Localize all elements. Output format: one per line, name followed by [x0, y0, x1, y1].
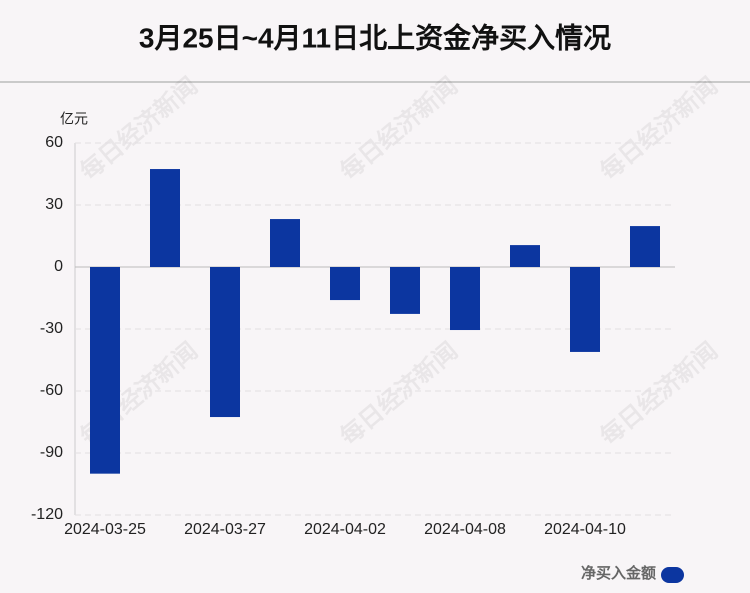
bar — [510, 245, 540, 267]
y-tick-label: -60 — [40, 382, 63, 399]
bar — [90, 267, 120, 474]
y-tick-label: 60 — [45, 134, 63, 151]
bar — [330, 267, 360, 301]
x-tick-label: 2024-03-27 — [184, 521, 266, 538]
x-tick-label: 2024-04-10 — [544, 521, 626, 538]
y-tick-label: -30 — [40, 320, 63, 337]
bar — [150, 169, 180, 267]
y-unit: 亿元 — [60, 111, 88, 127]
x-tick-label: 2024-03-25 — [64, 521, 146, 538]
x-tick-label: 2024-04-08 — [424, 521, 506, 538]
legend-label: 净买入金额 — [581, 564, 656, 582]
y-tick-label: 30 — [45, 196, 63, 213]
y-tick-label: 0 — [54, 258, 63, 275]
bar — [630, 226, 660, 267]
bar — [390, 267, 420, 314]
y-tick-label: -90 — [40, 444, 63, 461]
y-tick-label: -120 — [31, 506, 63, 523]
bar — [270, 219, 300, 267]
x-tick-label: 2024-04-02 — [304, 521, 386, 538]
bar — [210, 267, 240, 418]
bar — [450, 267, 480, 331]
bar — [570, 267, 600, 352]
legend-swatch — [661, 567, 684, 583]
chart-title: 3月25日~4月11日北上资金净买入情况 — [139, 21, 611, 53]
